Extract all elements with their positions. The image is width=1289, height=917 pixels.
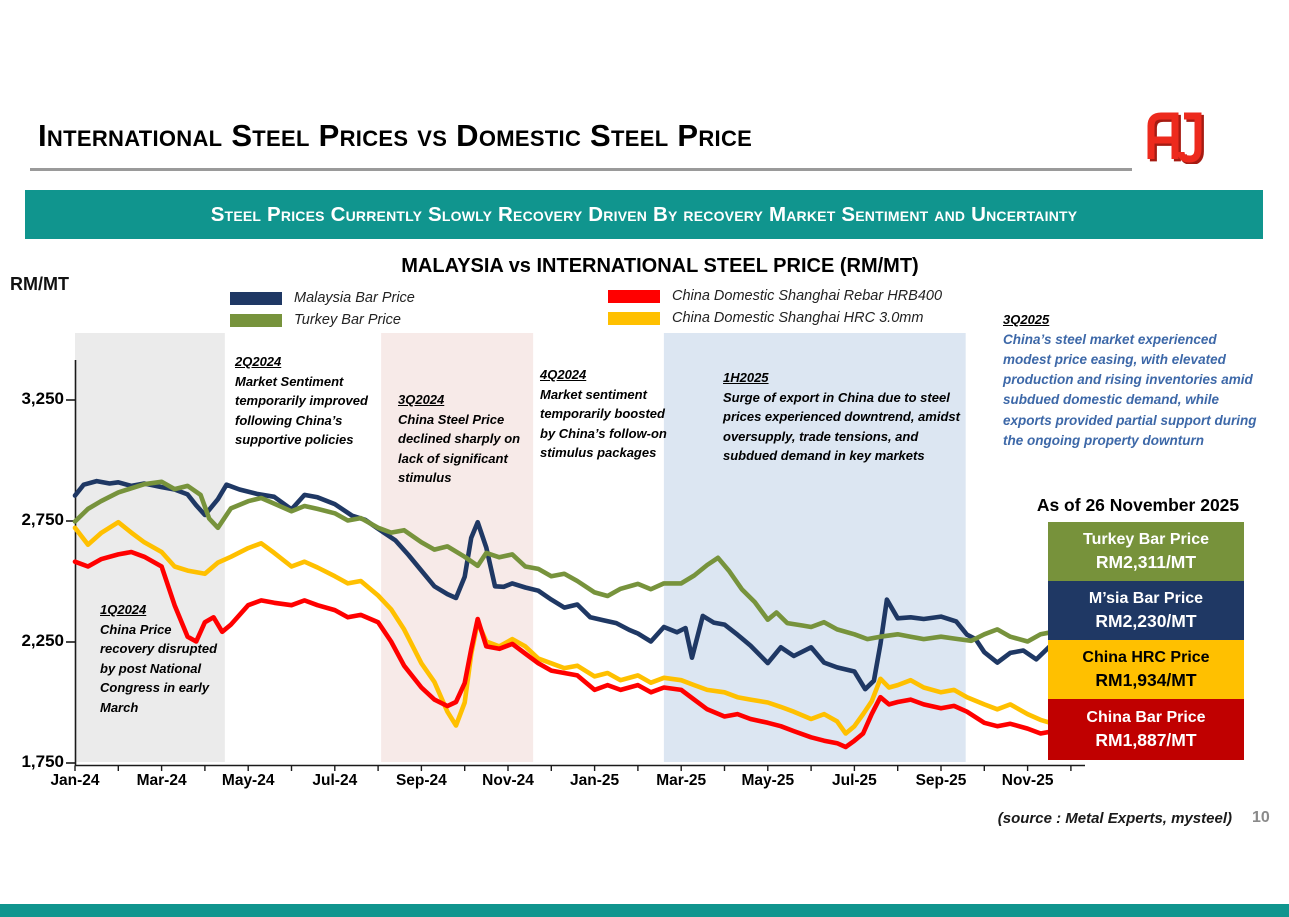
x-axis-tick-label: May-24 xyxy=(221,772,275,789)
subtitle-banner: Steel Prices Currently Slowly Recovery D… xyxy=(25,190,1263,239)
price-box-title: M’sia Bar Price xyxy=(1088,589,1204,607)
subtitle-banner-text: Steel Prices Currently Slowly Recovery D… xyxy=(210,202,1078,226)
annotation-4q2024: 4Q2024 Market sentiment temporarily boos… xyxy=(540,365,678,463)
x-axis-tick-label: May-25 xyxy=(741,772,795,789)
price-box-value: RM2,230/MT xyxy=(1095,610,1197,631)
annotation-body: China Steel Price declined sharply on la… xyxy=(398,411,521,486)
page-number: 10 xyxy=(1252,809,1270,826)
y-axis-unit-label: RM/MT xyxy=(10,274,69,294)
annotation-body: Surge of export in China due to steel pr… xyxy=(723,389,960,464)
price-box-value: RM2,311/MT xyxy=(1095,551,1197,572)
annotation-body: Market sentiment temporarily boosted by … xyxy=(540,386,667,461)
annotation-heading: 2Q2024 xyxy=(235,354,282,369)
price-box-china-bar: China Bar Price RM1,887/MT xyxy=(1048,699,1244,760)
bottom-accent-bar xyxy=(0,904,1289,917)
y-axis-tick-label: 3,250 xyxy=(21,389,64,408)
page-title: International Steel Prices vs Domestic S… xyxy=(38,118,753,153)
legend-label: Turkey Bar Price xyxy=(294,312,401,328)
x-axis-tick-label: Jul-24 xyxy=(312,772,358,789)
y-axis-tick-label: 2,250 xyxy=(21,631,64,650)
china-hrc-legend-swatch xyxy=(608,311,660,325)
x-axis-tick-label: Jan-25 xyxy=(570,772,620,789)
source-citation: (source : Metal Experts, mysteel) xyxy=(997,810,1232,827)
series-line-turkey-bar-price xyxy=(72,479,1065,644)
legend-label: Malaysia Bar Price xyxy=(294,290,415,306)
annotation-1q2024: 1Q2024 China Price recovery disrupted by… xyxy=(100,600,218,717)
legend-label: China Domestic Shanghai HRC 3.0mm xyxy=(672,310,924,326)
price-box-china-hrc: China HRC Price RM1,934/MT xyxy=(1048,640,1244,699)
legend-item-china-hrc: China Domestic Shanghai HRC 3.0mm xyxy=(608,310,923,326)
annotation-heading: 3Q2025 xyxy=(1003,312,1050,327)
x-axis-tick-label: Sep-25 xyxy=(915,772,967,789)
annotation-heading: 1Q2024 xyxy=(100,602,147,617)
annotation-3q2025: 3Q2025 China’s steel market experienced … xyxy=(1003,310,1261,451)
price-box-value: RM1,887/MT xyxy=(1095,729,1197,750)
annotation-1h2025: 1H2025 Surge of export in China due to s… xyxy=(723,368,965,466)
price-box-turkey: Turkey Bar Price RM2,311/MT xyxy=(1048,522,1244,581)
x-axis-tick-label: Sep-24 xyxy=(395,772,447,789)
x-axis-tick-label: Jul-25 xyxy=(831,772,877,789)
x-axis-tick-label: Nov-24 xyxy=(482,772,534,789)
annotation-heading: 1H2025 xyxy=(723,370,769,385)
company-logo xyxy=(1142,104,1206,165)
malaysia-legend-swatch xyxy=(230,291,282,305)
price-box-title: China Bar Price xyxy=(1086,708,1206,726)
annotation-body: China Price recovery disrupted by post N… xyxy=(100,621,218,715)
chart-title: MALAYSIA vs INTERNATIONAL STEEL PRICE (R… xyxy=(401,255,919,277)
legend-label: China Domestic Shanghai Rebar HRB400 xyxy=(672,288,943,304)
china-rebar-legend-swatch xyxy=(608,289,660,303)
x-axis-tick-label: Nov-25 xyxy=(1001,772,1054,789)
as-of-date-label: As of 26 November 2025 xyxy=(1036,495,1240,515)
price-box-msia: M’sia Bar Price RM2,230/MT xyxy=(1048,581,1244,640)
legend-item-turkey: Turkey Bar Price xyxy=(230,312,401,328)
annotation-3q2024: 3Q2024 China Steel Price declined sharpl… xyxy=(398,390,526,488)
price-box-value: RM1,934/MT xyxy=(1095,669,1197,690)
price-box-title: Turkey Bar Price xyxy=(1083,530,1209,548)
shaded-region xyxy=(381,333,534,762)
legend-item-china-rebar: China Domestic Shanghai Rebar HRB400 xyxy=(608,288,942,304)
annotation-2q2024: 2Q2024 Market Sentiment temporarily impr… xyxy=(235,352,403,450)
legend-item-malaysia: Malaysia Bar Price xyxy=(230,290,415,306)
series-line-china-domestic-shanghai-hrc-3-0mm xyxy=(72,519,1065,736)
series-line-china-domestic-shanghai-rebar-hrb400 xyxy=(72,549,1065,750)
y-axis-tick-label: 2,750 xyxy=(21,510,64,529)
turkey-legend-swatch xyxy=(230,313,282,327)
annotation-heading: 3Q2024 xyxy=(398,392,445,407)
aj-logo-icon xyxy=(1147,112,1204,165)
price-box-title: China HRC Price xyxy=(1082,648,1210,666)
x-axis-tick-label: Mar-24 xyxy=(136,772,187,789)
title-divider xyxy=(30,168,1132,171)
x-axis-tick-label: Jan-24 xyxy=(50,772,100,789)
y-axis-tick-label: 1,750 xyxy=(21,752,64,771)
series-line-malaysia-bar-price xyxy=(72,478,1065,692)
annotation-body: China’s steel market experienced modest … xyxy=(1003,331,1257,448)
annotation-body: Market Sentiment temporarily improved fo… xyxy=(235,373,368,448)
annotation-heading: 4Q2024 xyxy=(540,367,587,382)
x-axis-tick-label: Mar-25 xyxy=(656,772,707,789)
